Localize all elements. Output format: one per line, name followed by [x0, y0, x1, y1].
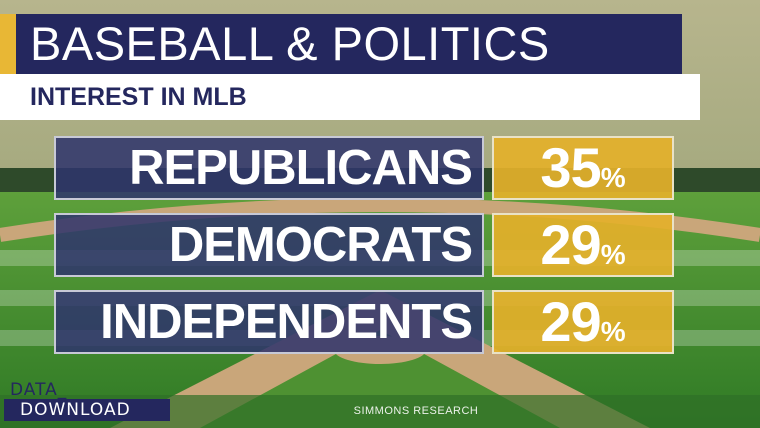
data-row-independents: INDEPENDENTS 29%	[54, 290, 674, 354]
row-value-box: 29%	[492, 213, 674, 277]
row-label: INDEPENDENTS	[54, 290, 484, 354]
brand-logo-data: DATA_	[10, 380, 68, 400]
percent-sign: %	[600, 239, 626, 270]
data-row-republicans: REPUBLICANS 35%	[54, 136, 674, 200]
source-credit: SIMMONS RESEARCH	[353, 405, 479, 417]
chart-subtitle: INTEREST IN MLB	[16, 74, 700, 120]
row-value-box: 29%	[492, 290, 674, 354]
row-value: 29	[540, 213, 601, 276]
row-value: 29	[540, 290, 601, 353]
percent-sign: %	[600, 316, 626, 347]
row-value-box: 35%	[492, 136, 674, 200]
data-row-democrats: DEMOCRATS 29%	[54, 213, 674, 277]
percent-sign: %	[600, 162, 626, 193]
subtitle-accent-stripe	[0, 74, 16, 120]
chart-title: BASEBALL & POLITICS	[16, 14, 682, 74]
row-label: DEMOCRATS	[54, 213, 484, 277]
row-label: REPUBLICANS	[54, 136, 484, 200]
brand-logo-download: DOWNLOAD	[4, 399, 170, 421]
row-value: 35	[540, 136, 601, 199]
title-accent-stripe	[0, 14, 16, 74]
